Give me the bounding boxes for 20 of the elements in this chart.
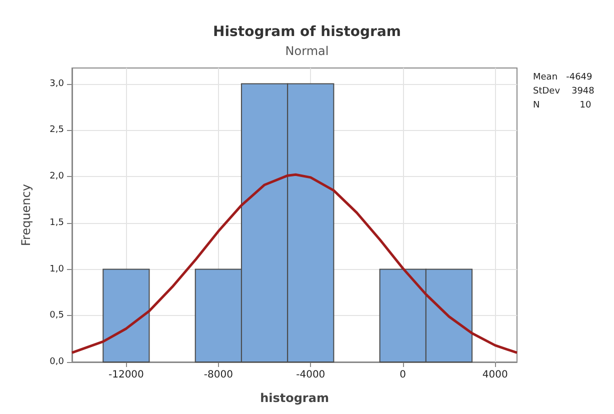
line-series — [70, 173, 518, 354]
y-axis-title: Frequency — [19, 184, 33, 246]
text: N 10 — [533, 100, 592, 110]
chart-title: Histogram of histogram — [213, 24, 401, 40]
y-tick-label: 1,5 — [50, 218, 64, 228]
chart-subtitle: Normal — [285, 44, 329, 58]
y-tick-label: 0,0 — [50, 357, 64, 367]
x-axis-title: histogram — [260, 391, 329, 405]
text: Mean -4649 — [533, 72, 593, 82]
y-tick-label: 3,0 — [50, 78, 64, 89]
x-tick-label: -4000 — [296, 370, 326, 380]
y-tick-label: 2,0 — [50, 172, 64, 182]
x-tick-label: 4000 — [482, 370, 508, 380]
y-tick-label: 1,0 — [50, 264, 64, 274]
x-tick-label: -12000 — [108, 370, 144, 380]
text: StDev 3948 — [533, 86, 595, 96]
x-tick-label: -8000 — [204, 370, 233, 380]
y-tick-label: 0,5 — [50, 310, 64, 321]
x-tick-label: 0 — [400, 370, 406, 380]
y-tick-label: 2,5 — [50, 125, 64, 136]
